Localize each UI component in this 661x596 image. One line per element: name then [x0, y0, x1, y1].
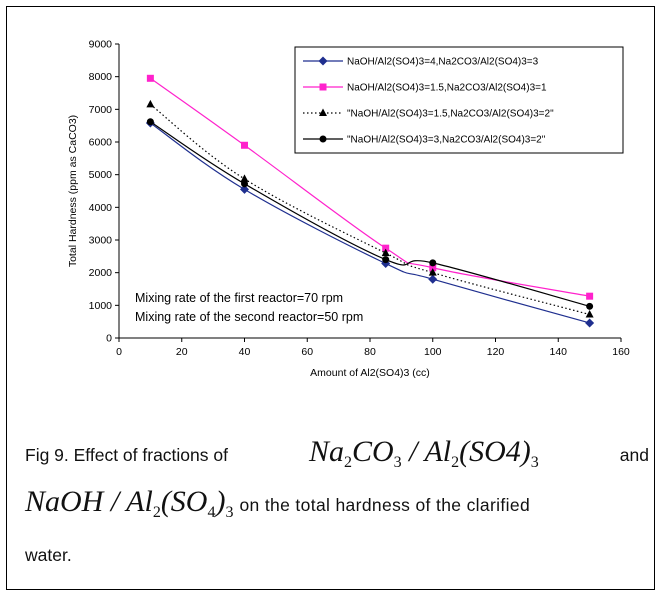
figure-frame: 0 1000 2000 3000 4000 5000 6000 7000 8000 9000 0 20… [6, 6, 655, 590]
series-4-point [241, 180, 248, 188]
series-1-point [585, 318, 595, 328]
x-tick-label: 120 [487, 346, 505, 358]
y-tick-label: 0 [106, 333, 112, 345]
legend-marker-4 [319, 135, 327, 143]
y-tick-label: 7000 [89, 104, 113, 116]
series-line-3 [150, 103, 590, 316]
formula-sub: 3 [393, 454, 402, 471]
series-2-point [146, 74, 154, 82]
x-tick-label: 0 [116, 346, 122, 358]
x-tick-label: 160 [612, 346, 630, 358]
chart: 0 1000 2000 3000 4000 5000 6000 7000 8000 9000 0 20… [67, 39, 630, 380]
y-tick-label: 1000 [89, 300, 113, 312]
legend-marker-1 [318, 56, 328, 66]
x-tick-label: 40 [239, 346, 251, 358]
formula-sub: 3 [530, 454, 539, 471]
formula-sub: 3 [225, 504, 234, 521]
formula-sub: 2 [152, 504, 161, 521]
formula-naoh-al2so43: NaOH / Al2(SO4)3 [25, 487, 233, 521]
legend-label-1: NaOH/Al2(SO4)3=4,Na2CO3/Al2(SO4)3=3 [347, 57, 539, 68]
x-tick-label: 140 [549, 346, 567, 358]
formula-part: (SO4) [459, 435, 531, 468]
annotation-1: Mixing rate of the first reactor=70 rpm [135, 291, 343, 305]
legend-marker-3 [319, 108, 327, 116]
y-tick-label: 3000 [89, 235, 113, 247]
formula-part: NaOH [25, 485, 104, 518]
formula-part: Al [126, 485, 153, 518]
series-3-point [240, 174, 249, 182]
series-3-point [146, 99, 155, 108]
y-tick-label: 2000 [89, 267, 113, 279]
formula-slash: / [401, 435, 425, 468]
series-3-point [381, 248, 390, 257]
y-tick-label: 8000 [89, 71, 113, 83]
formula-part: Na [308, 435, 344, 468]
caption-line-1: Fig 9. Effect of fractions of Na2CO3 / A… [25, 437, 649, 487]
formula-slash: / [103, 485, 127, 518]
caption-line-2: NaOH / Al2(SO4)3 on the total hardness o… [25, 487, 649, 547]
x-axis-label: Amount of Al2(SO4)3 (cc) [310, 367, 430, 379]
caption-line3-text: water. [25, 545, 72, 565]
series-4-point [382, 256, 390, 264]
legend-label-3: "NaOH/Al2(SO4)3=1.5,Na2CO3/Al2(SO4)3=2" [347, 109, 554, 120]
y-tick-label: 6000 [89, 137, 113, 149]
x-tick-label: 80 [364, 346, 376, 358]
y-tick-label: 4000 [89, 202, 113, 214]
legend-marker-2 [319, 83, 327, 91]
formula-sub: 2 [343, 454, 352, 471]
formula-sub: 4 [207, 504, 216, 521]
formula-part: CO [351, 435, 394, 468]
series-2-point [429, 264, 437, 272]
y-tick-label: 5000 [89, 169, 113, 181]
x-tick-label: 20 [176, 346, 188, 358]
series-4-point [586, 302, 594, 310]
caption-and: and [619, 445, 649, 465]
series-3-point [428, 268, 437, 276]
caption-line2-text: on the total hardness of the clarified [239, 495, 531, 515]
caption-prefix: Fig 9. Effect of fractions of [25, 445, 228, 465]
y-tick-label: 9000 [89, 39, 113, 51]
y-axis-label: Total Hardness (ppm as CaCO3) [67, 115, 79, 267]
series-2-point [241, 141, 248, 149]
series-4-point [146, 118, 154, 126]
figure-caption: Fig 9. Effect of fractions of Na2CO3 / A… [25, 437, 649, 587]
formula-part: Al [424, 435, 452, 468]
legend-label-2: NaOH/Al2(SO4)3=1.5,Na2CO3/Al2(SO4)3=1 [347, 83, 547, 94]
formula-na2co3-al2so43: Na2CO3 / Al2(SO4)3 [309, 437, 539, 471]
annotation-2: Mixing rate of the second reactor=50 rpm [135, 310, 363, 324]
formula-part: ) [215, 485, 226, 518]
series-1-point [240, 184, 249, 194]
legend-label-4: "NaOH/Al2(SO4)3=3,Na2CO3/Al2(SO4)3=2" [347, 135, 546, 146]
x-tick-label: 60 [301, 346, 313, 358]
legend-box [294, 46, 624, 154]
series-2-point [586, 292, 594, 300]
series-2-point [382, 244, 390, 252]
series-1-point [428, 274, 438, 284]
x-tick-label: 100 [424, 346, 442, 358]
formula-sub: 2 [451, 454, 460, 471]
caption-line-3: water. [25, 545, 649, 587]
series-3-point [585, 309, 594, 318]
formula-part: (SO [160, 485, 208, 518]
series-4-point [429, 259, 437, 267]
